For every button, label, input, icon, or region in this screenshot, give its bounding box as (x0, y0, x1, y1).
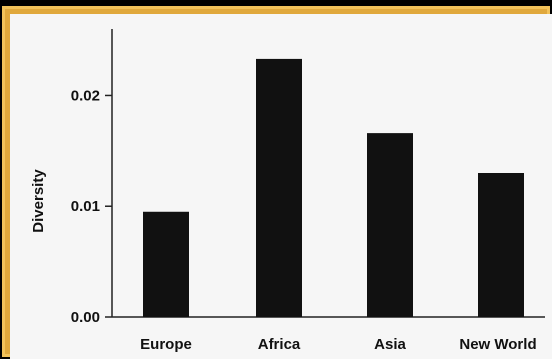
bar-africa (256, 58, 302, 318)
x-category-label: New World (459, 336, 536, 353)
y-axis-label: Diversity (30, 169, 47, 233)
bar-chart: 0.00 0.01 0.02 Europe Africa Asia New World D… (30, 29, 545, 353)
bar-europe (143, 211, 189, 317)
y-ticks: 0.00 0.01 0.02 (71, 87, 112, 326)
x-category-label: Asia (374, 336, 406, 353)
bar-new-world (478, 173, 524, 317)
x-category-label: Africa (258, 336, 301, 353)
x-categories: Europe Africa Asia New World (140, 336, 536, 353)
y-tick-label: 0.02 (71, 87, 100, 104)
x-category-label: Europe (140, 336, 192, 353)
bar-asia (367, 133, 413, 317)
bars (143, 58, 524, 318)
y-tick-label: 0.01 (71, 198, 100, 215)
y-tick-label: 0.00 (71, 309, 100, 326)
